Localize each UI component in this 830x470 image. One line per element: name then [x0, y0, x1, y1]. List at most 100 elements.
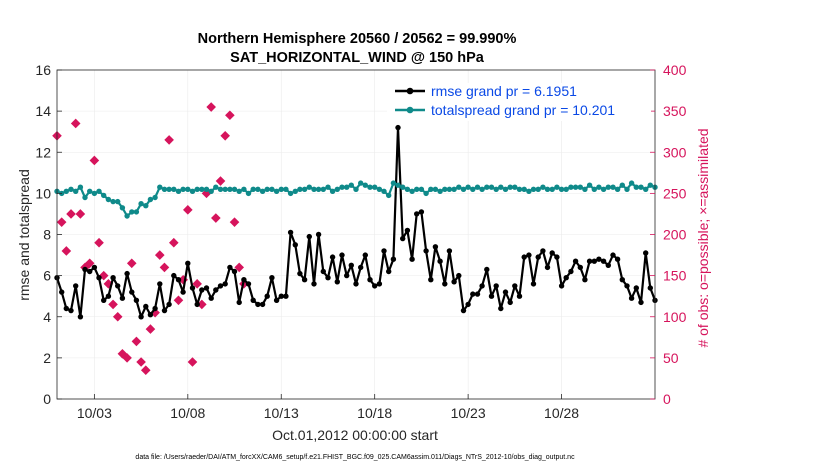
series-point-rmse [600, 258, 607, 264]
series-point-totalspread [222, 186, 228, 192]
series-point-totalspread [199, 186, 205, 192]
y-axis-right-label: # of obs: o=possible; ×=assimilated [695, 128, 711, 347]
series-point-rmse [568, 268, 574, 275]
series-point-rmse [446, 248, 453, 254]
series-point-totalspread [213, 184, 219, 190]
series-point-totalspread [554, 184, 560, 190]
series-point-rmse [353, 281, 359, 287]
series-point-totalspread [77, 184, 84, 190]
series-point-rmse [498, 305, 504, 312]
series-point-totalspread [367, 184, 373, 190]
series-point-rmse [610, 252, 616, 258]
series-point-rmse [96, 275, 102, 281]
series-point-totalspread [315, 186, 322, 192]
series-point-rmse [63, 305, 69, 312]
series-point-rmse [287, 229, 294, 236]
series-point-totalspread [488, 184, 495, 190]
series-point-totalspread [325, 184, 331, 190]
series-point-rmse [418, 209, 425, 215]
series-point-totalspread [428, 186, 434, 192]
series-point-totalspread [563, 186, 569, 192]
series-point-rmse [278, 293, 284, 299]
series-point-rmse [549, 250, 555, 256]
series-point-totalspread [605, 184, 611, 190]
series-point-totalspread [484, 184, 490, 190]
obs-count-marker [75, 209, 86, 219]
series-point-rmse [516, 293, 523, 299]
series-point-totalspread [358, 180, 364, 186]
series-point-totalspread [166, 186, 172, 192]
y-axis-left-label: rmse and totalspread [16, 169, 32, 301]
series-point-totalspread [259, 188, 266, 194]
obs-count-marker [234, 262, 245, 273]
series-point-rmse [138, 314, 144, 320]
series-point-totalspread [404, 186, 411, 192]
series-point-totalspread [301, 186, 308, 192]
series-point-rmse [348, 262, 354, 268]
x-tick-label: 10/13 [264, 405, 299, 421]
y-right-tick-label: 250 [663, 185, 687, 201]
series-point-rmse [241, 277, 247, 283]
series-point-totalspread [189, 188, 196, 194]
series-point-rmse [320, 268, 326, 275]
series-point-totalspread [147, 196, 154, 203]
y-left-tick-label: 14 [35, 103, 51, 119]
x-axis-label: Oct.01,2012 00:00:00 start [272, 427, 438, 443]
series-point-rmse [386, 268, 392, 275]
series-point-totalspread [521, 186, 527, 192]
left-axis-ticks: 0 2 4 6 8 10 12 14 16 [35, 62, 62, 407]
series-point-rmse [273, 297, 280, 303]
series-point-totalspread [339, 184, 345, 190]
series-point-totalspread [470, 186, 476, 192]
series-point-rmse [619, 277, 625, 283]
obs-count-marker [225, 110, 235, 121]
series-point-rmse [143, 303, 149, 310]
series-point-rmse [73, 283, 79, 289]
series-point-totalspread [161, 186, 168, 192]
series-point-totalspread [376, 186, 383, 192]
series-point-rmse [502, 289, 509, 295]
series-point-totalspread [269, 186, 275, 192]
chart-title: Northern Hemisphere 20560 / 20562 = 99.9… [198, 31, 517, 47]
series-point-rmse [269, 275, 275, 281]
obs-count-marker [187, 357, 198, 367]
series-point-rmse [124, 270, 130, 277]
series-point-totalspread [362, 182, 368, 188]
series-point-totalspread [311, 186, 317, 192]
legend-box [387, 83, 651, 121]
series-point-rmse [105, 293, 112, 299]
series-point-totalspread [512, 184, 518, 190]
legend-totalspread-marker [406, 106, 414, 114]
series-point-totalspread [442, 186, 448, 192]
series-point-rmse [558, 283, 565, 289]
obs-count-marker [140, 365, 151, 376]
series-point-rmse [507, 299, 513, 306]
obs-count-marker [84, 258, 95, 269]
series-point-rmse [362, 252, 368, 258]
series-point-rmse [591, 258, 597, 264]
series-point-rmse [227, 264, 233, 271]
series-point-totalspread [203, 186, 210, 192]
series-point-totalspread [386, 192, 392, 199]
series-point-totalspread [105, 196, 112, 203]
series-point-rmse [414, 211, 420, 217]
y-left-tick-label: 2 [43, 350, 51, 366]
series-point-totalspread [526, 188, 532, 194]
series-point-rmse [358, 264, 364, 271]
series-point-rmse [344, 272, 350, 279]
series-point-totalspread [498, 184, 504, 190]
series-point-rmse [512, 283, 518, 289]
series-point-rmse [460, 307, 467, 314]
series-point-totalspread [493, 186, 499, 192]
series-point-totalspread [344, 184, 350, 190]
series-point-totalspread [273, 188, 280, 194]
legend-totalspread-label: totalspread grand pr = 10.201 [431, 102, 615, 118]
legend-rmse-marker [406, 87, 414, 95]
series-point-totalspread [530, 186, 537, 192]
obs-count-marker [229, 217, 240, 227]
series-point-rmse [488, 293, 495, 299]
series-point-totalspread [614, 186, 621, 192]
y-right-tick-label: 0 [663, 391, 671, 407]
series-point-rmse [442, 281, 448, 287]
series-point-rmse [484, 266, 490, 273]
